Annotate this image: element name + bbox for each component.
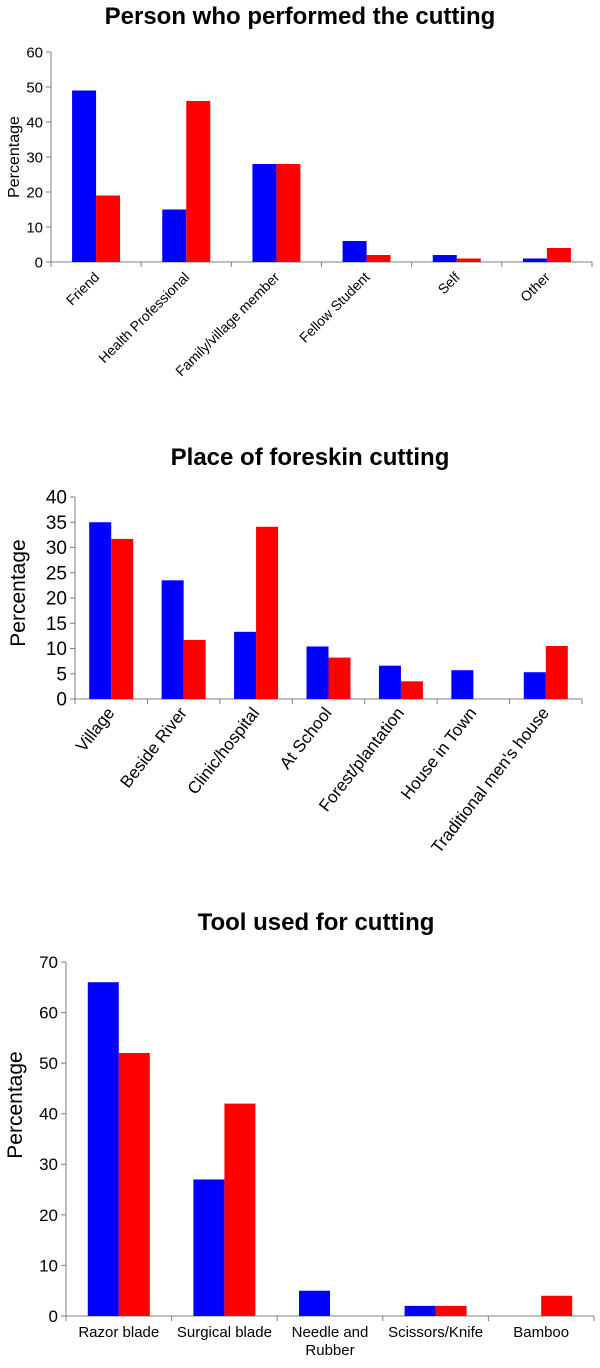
- bar-person-s0-5: [522, 258, 547, 262]
- y-tick-label: 30: [26, 149, 43, 166]
- x-category-label: Family/village member: [172, 269, 283, 380]
- bar-person-s0-0: [72, 90, 97, 262]
- y-tick-label: 15: [46, 614, 67, 635]
- y-tick-label: 20: [39, 1206, 58, 1225]
- x-category-label: House in Town: [397, 704, 480, 803]
- bar-person-s1-5: [546, 248, 571, 262]
- y-tick-label: 50: [26, 79, 43, 96]
- bar-place-s0-5: [451, 670, 474, 699]
- bar-tool-s1-4: [541, 1295, 573, 1316]
- bar-place-s0-0: [89, 522, 112, 699]
- bar-place-s1-2: [256, 526, 279, 699]
- y-tick-label: 60: [26, 44, 43, 61]
- bar-place-s0-4: [378, 665, 401, 699]
- y-tick-label: 0: [35, 254, 43, 271]
- bar-person-s0-1: [162, 209, 187, 262]
- bar-person-s1-0: [96, 195, 121, 262]
- y-tick-label: 20: [46, 589, 67, 610]
- chart-place: Place of foreskin cutting Percentage 0 5 1…: [7, 444, 583, 857]
- x-category-label: At School: [276, 704, 336, 773]
- y-tick-label: 10: [39, 1256, 58, 1275]
- chart-place-y-axis-title: Percentage: [7, 539, 30, 646]
- bar-person-s1-2: [276, 164, 301, 262]
- bar-place-s0-2: [234, 631, 257, 699]
- bar-tool-s0-1: [193, 1179, 225, 1316]
- bar-tool-s0-3: [404, 1305, 436, 1316]
- bar-place-s1-4: [400, 681, 423, 699]
- bar-tool-s0-2: [299, 1290, 330, 1316]
- x-category-label: Surgical blade: [177, 1324, 272, 1341]
- chart-place-title: Place of foreskin cutting: [171, 444, 450, 471]
- y-tick-label: 35: [46, 513, 67, 534]
- chart-tool-title: Tool used for cutting: [198, 909, 435, 936]
- x-category-label: Razor blade: [78, 1324, 159, 1341]
- chart-person-title: Person who performed the cutting: [105, 3, 496, 30]
- bar-place-s0-3: [306, 646, 329, 699]
- x-category-label: Friend: [63, 269, 102, 308]
- x-category-label: Beside River: [116, 704, 191, 792]
- bar-tool-s1-3: [435, 1305, 467, 1316]
- y-tick-label: 30: [39, 1155, 58, 1174]
- y-tick-label: 5: [56, 664, 67, 685]
- x-category-label: Health Professional: [95, 269, 192, 366]
- chart-tool: Tool used for cutting Percentage 0 10 20 30…: [4, 909, 595, 1359]
- y-tick-label: 40: [26, 114, 43, 131]
- y-tick-label: 10: [26, 219, 43, 236]
- y-tick-label: 30: [46, 538, 67, 559]
- y-tick-label: 40: [39, 1105, 58, 1124]
- bar-place-s1-1: [183, 639, 206, 699]
- chart-tool-plot: 0 10 20 30 40 50 60 70 Razor blade Surgical blade…: [39, 953, 595, 1359]
- x-category-label: Needle and Rubber: [292, 1324, 369, 1359]
- x-category-label: Other: [517, 269, 553, 305]
- chart-tool-y-axis-title: Percentage: [4, 1051, 27, 1158]
- x-category-label: Village: [72, 704, 118, 756]
- chart-person: Person who performed the cutting Percent…: [6, 3, 593, 380]
- bar-person-s1-1: [186, 101, 211, 262]
- y-tick-label: 20: [26, 184, 43, 201]
- bar-person-s1-3: [366, 255, 391, 262]
- bar-person-s0-2: [252, 164, 277, 262]
- x-category-label: Fellow Student: [296, 269, 373, 346]
- y-tick-label: 25: [46, 563, 67, 584]
- bar-person-s0-3: [342, 241, 367, 262]
- y-tick-label: 0: [49, 1307, 58, 1326]
- y-tick-label: 50: [39, 1054, 58, 1073]
- x-category-label: Self: [434, 269, 462, 297]
- y-tick-label: 70: [39, 953, 58, 972]
- x-category-label: Bamboo: [513, 1324, 569, 1341]
- y-tick-label: 60: [39, 1004, 58, 1023]
- bar-person-s0-4: [432, 255, 457, 262]
- chart-person-y-axis-title: Percentage: [6, 116, 23, 198]
- bar-place-s0-1: [161, 580, 184, 699]
- y-tick-label: 10: [46, 639, 67, 660]
- bar-place-s1-3: [328, 657, 351, 699]
- bar-place-s1-6: [545, 645, 568, 699]
- bar-tool-s0-0: [87, 982, 119, 1316]
- y-tick-label: 40: [46, 488, 67, 509]
- x-category-label: Clinic/hospital: [184, 704, 264, 798]
- y-tick-label: 0: [56, 690, 67, 711]
- bar-place-s1-0: [111, 538, 134, 699]
- bar-person-s1-4: [456, 258, 481, 262]
- x-category-label: Scissors/Knife: [388, 1324, 483, 1341]
- bar-tool-s1-1: [224, 1103, 256, 1316]
- bar-place-s0-6: [523, 672, 546, 699]
- bar-tool-s1-0: [118, 1053, 150, 1316]
